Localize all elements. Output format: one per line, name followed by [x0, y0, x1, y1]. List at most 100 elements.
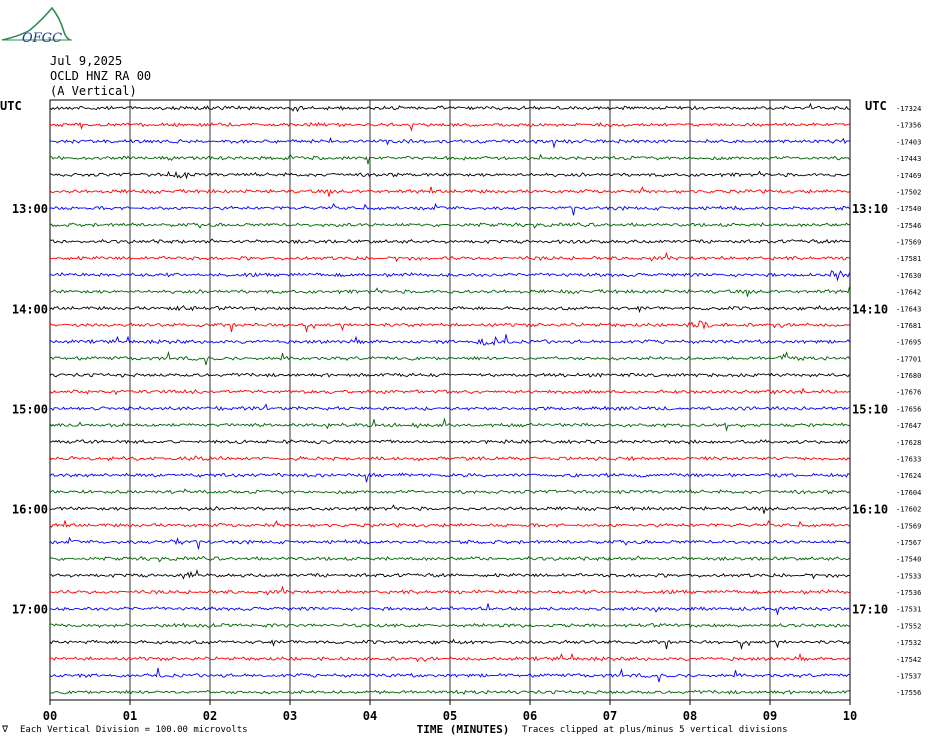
trace-offset-label: -17642 [896, 289, 921, 297]
seismic-trace [49, 136, 850, 149]
x-tick-label: 03 [283, 709, 297, 723]
scale-marker-icon: ᐁ [2, 725, 9, 735]
trace-offset-label: -17656 [896, 405, 921, 413]
hour-label-left: 16:00 [12, 503, 48, 517]
logo-text: OFGC [22, 31, 62, 46]
hour-label-left: 14:00 [12, 302, 48, 316]
seismic-trace [49, 555, 850, 563]
seismic-trace [49, 667, 850, 683]
trace-offset-label: -17643 [896, 305, 921, 313]
seismic-trace [49, 689, 850, 695]
trace-offset-label: -17356 [896, 122, 921, 130]
seismic-trace [49, 304, 850, 314]
seismic-trace [49, 238, 850, 245]
hour-label-left: 17:00 [12, 603, 48, 617]
seismic-trace [50, 622, 850, 629]
trace-offset-label: -17630 [896, 272, 921, 280]
trace-offset-label: -17443 [896, 155, 921, 163]
seismic-trace [49, 387, 850, 396]
seismic-trace [49, 372, 850, 378]
seismic-trace [49, 202, 850, 216]
trace-offset-label: -17469 [896, 172, 921, 180]
x-tick-label: 09 [763, 709, 777, 723]
x-tick-label: 06 [523, 709, 537, 723]
seismic-trace [49, 417, 850, 432]
x-tick-label: 10 [843, 709, 857, 723]
trace-offset-label: -17540 [896, 205, 921, 213]
x-tick-label: 04 [363, 709, 377, 723]
trace-offset-label: -17533 [896, 572, 921, 580]
trace-offset-label: -17531 [896, 606, 921, 614]
trace-offset-label: -17546 [896, 222, 921, 230]
seismic-trace [49, 504, 850, 514]
hour-label-left: 13:00 [12, 202, 48, 216]
trace-offset-label: -17556 [896, 689, 921, 697]
trace-offset-label: -17569 [896, 239, 921, 247]
right-axis-title: UTC [865, 99, 887, 113]
x-tick-label: 07 [603, 709, 617, 723]
seismic-trace [49, 569, 850, 580]
trace-offset-label: -17540 [896, 556, 921, 564]
seismic-trace [49, 102, 850, 113]
seismic-trace [49, 603, 850, 616]
trace-offset-label: -17628 [896, 439, 921, 447]
trace-offset-label: -17680 [896, 372, 921, 380]
trace-offset-label: -17532 [896, 639, 921, 647]
trace-offset-label: -17567 [896, 539, 921, 547]
x-axis-label: TIME (MINUTES) [417, 723, 510, 736]
logo-mountain-icon [1, 6, 71, 41]
seismic-trace [49, 170, 850, 180]
ofgc-logo: OFGC [1, 6, 72, 46]
trace-offset-label: -17552 [896, 622, 921, 630]
trace-offset-label: -17681 [896, 322, 921, 330]
seismic-trace [49, 472, 850, 483]
seismic-trace [49, 251, 850, 263]
seismic-trace [49, 455, 850, 462]
seismic-trace [49, 270, 850, 282]
trace-offset-label: -17537 [896, 672, 921, 680]
seismic-trace [49, 334, 850, 346]
seismic-trace [49, 488, 850, 495]
seismic-trace [49, 186, 850, 197]
trace-offset-label: -17324 [896, 105, 921, 113]
trace-offset-label: -17542 [896, 656, 921, 664]
seismic-trace [49, 153, 850, 165]
station-code: OCLD HNZ RA 00 [50, 69, 152, 83]
trace-offset-label: -17581 [896, 255, 921, 263]
trace-offset-label: -17676 [896, 389, 921, 397]
trace-offset-label: -17536 [896, 589, 921, 597]
trace-offset-label: -17502 [896, 188, 921, 196]
x-tick-label: 02 [203, 709, 217, 723]
seismic-trace [49, 638, 850, 651]
plot-date: Jul 9,2025 [50, 54, 123, 68]
seismic-trace [49, 585, 850, 596]
trace-offset-label: -17403 [896, 138, 921, 146]
seismic-trace [49, 652, 850, 663]
trace-offset-label: -17604 [896, 489, 921, 497]
seismic-trace [49, 121, 850, 132]
x-tick-label: 08 [683, 709, 697, 723]
trace-offset-label: -17647 [896, 422, 921, 430]
scale-note: Each Vertical Division = 100.00 microvol… [20, 725, 248, 735]
x-tick-label: 01 [123, 709, 137, 723]
trace-offset-label: -17695 [896, 339, 921, 347]
seismic-trace [49, 222, 850, 229]
trace-offset-label: -17602 [896, 506, 921, 514]
hour-label-right: 13:10 [852, 202, 888, 216]
seismic-trace [49, 536, 850, 550]
trace-offset-label: -17701 [896, 355, 921, 363]
hour-label-right: 14:10 [852, 302, 888, 316]
seismic-trace [49, 439, 850, 445]
seismic-trace [49, 520, 850, 528]
x-tick-label: 05 [443, 709, 457, 723]
hour-label-right: 15:10 [852, 402, 888, 416]
x-tick-label: 00 [43, 709, 57, 723]
seismic-trace [49, 403, 850, 412]
seismic-trace [49, 320, 850, 334]
trace-offset-label: -17624 [896, 472, 921, 480]
clip-note: Traces clipped at plus/minus 5 vertical … [522, 725, 788, 735]
seismic-trace [49, 350, 850, 366]
hour-label-right: 17:10 [852, 603, 888, 617]
hour-label-left: 15:00 [12, 402, 48, 416]
